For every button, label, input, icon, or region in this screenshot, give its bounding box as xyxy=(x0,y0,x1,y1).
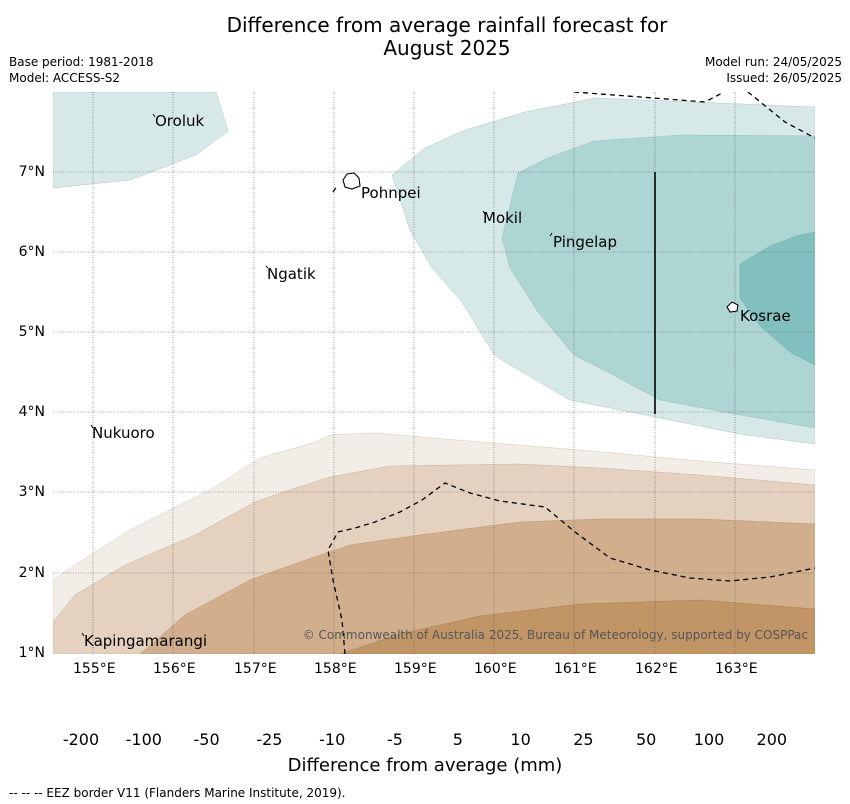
metadata-right: Model run: 24/05/2025 Issued: 26/05/2025 xyxy=(705,54,842,86)
colorbar-tick-label: -200 xyxy=(62,730,100,749)
pohnpei-island xyxy=(342,172,361,190)
colorbar-tick-label: 5 xyxy=(452,730,463,749)
kosrae-island xyxy=(726,301,739,313)
colorbar-tick-label: 10 xyxy=(510,730,531,749)
metadata-left: Base period: 1981-2018 Model: ACCESS-S2 xyxy=(9,54,154,86)
colorbar-tick-label: 25 xyxy=(573,730,594,749)
y-tick-5n: 5°N xyxy=(18,324,45,340)
x-tick-161e: 161°E xyxy=(554,661,597,677)
contour-wet-5-northwest xyxy=(53,92,229,189)
map-gridlines xyxy=(53,92,815,654)
contour-wet-10 xyxy=(501,134,815,429)
place-label-kapingamarangi: Kapingamarangi xyxy=(84,632,208,650)
place-label-kosrae: Kosrae xyxy=(740,307,791,325)
issued-label: Issued: 26/05/2025 xyxy=(726,71,842,85)
colorbar-tick-label: 50 xyxy=(636,730,657,749)
colorbar-label: Difference from average (mm) xyxy=(287,755,563,776)
y-tick-7n: 7°N xyxy=(18,164,45,180)
y-tick-2n: 2°N xyxy=(18,565,45,581)
place-label-ngatik: Ngatik xyxy=(267,265,316,283)
x-tick-156e: 156°E xyxy=(153,661,196,677)
colorbar-tick-label: -10 xyxy=(319,730,346,749)
colorbar-tick-label: -100 xyxy=(125,730,162,749)
colorbar-tick-label: 200 xyxy=(756,730,788,749)
colorbar-tick-label: -50 xyxy=(193,730,220,749)
map-title-line2: August 2025 xyxy=(383,36,511,60)
colorbar-tick-label: -25 xyxy=(256,730,283,749)
y-tick-3n: 3°N xyxy=(18,484,45,500)
map-title-line1: Difference from average rainfall forecas… xyxy=(226,13,668,37)
rainfall-map xyxy=(53,92,815,654)
copyright-notice: © Commonwealth of Australia 2025, Bureau… xyxy=(302,628,808,642)
model-label: Model: ACCESS-S2 xyxy=(9,71,121,85)
eez-border-lines xyxy=(327,92,815,654)
colorbar-tick-label: -5 xyxy=(387,730,403,749)
place-label-pingelap: Pingelap xyxy=(553,233,618,251)
y-tick-6n: 6°N xyxy=(18,244,45,260)
atoll-markers xyxy=(81,113,553,637)
x-tick-155e: 155°E xyxy=(73,661,116,677)
y-tick-1n: 1°N xyxy=(18,645,45,661)
x-tick-162e: 162°E xyxy=(635,661,678,677)
map-title: Difference from average rainfall forecas… xyxy=(0,14,850,60)
contour-dry-100 xyxy=(339,599,815,654)
y-tick-4n: 4°N xyxy=(18,404,45,420)
eez-footnote: -- -- -- EEZ border V11 (Flanders Marine… xyxy=(9,786,346,800)
x-tick-158e: 158°E xyxy=(314,661,357,677)
place-label-nukuoro: Nukuoro xyxy=(92,424,155,442)
base-period-label: Base period: 1981-2018 xyxy=(9,55,154,69)
place-label-pohnpei: Pohnpei xyxy=(361,184,421,202)
place-label-oroluk: Oroluk xyxy=(155,112,205,130)
x-tick-159e: 159°E xyxy=(394,661,437,677)
place-label-mokil: Mokil xyxy=(483,209,523,227)
colorbar-tick-label: 100 xyxy=(693,730,725,749)
x-tick-160e: 160°E xyxy=(474,661,517,677)
model-run-label: Model run: 24/05/2025 xyxy=(704,55,842,69)
x-tick-163e: 163°E xyxy=(715,661,758,677)
x-tick-157e: 157°E xyxy=(234,661,277,677)
